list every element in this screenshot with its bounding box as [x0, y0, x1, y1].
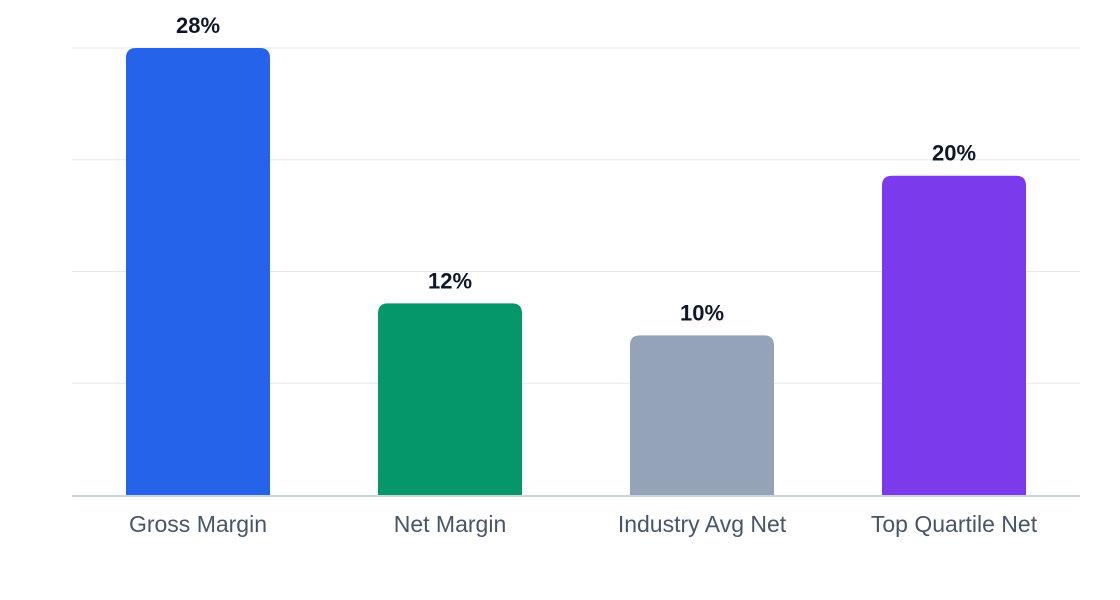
category-labels: Gross Margin Net Margin Industry Avg Net To…	[129, 511, 1038, 537]
category-label-net-margin: Net Margin	[394, 511, 506, 537]
category-label-industry-avg-net: Industry Avg Net	[618, 511, 787, 537]
category-label-gross-margin: Gross Margin	[129, 511, 267, 537]
value-label-gross-margin: 28%	[176, 13, 220, 38]
category-label-top-quartile-net: Top Quartile Net	[871, 511, 1038, 537]
value-label-top-quartile-net: 20%	[932, 141, 976, 166]
bar-gross-margin	[126, 48, 270, 495]
bar-industry-avg-net	[630, 335, 774, 495]
bar-top-quartile-net	[882, 175, 1026, 495]
value-label-industry-avg-net: 10%	[680, 300, 724, 325]
value-labels: 28% 12% 10% 20%	[176, 13, 976, 325]
value-label-net-margin: 12%	[428, 268, 472, 293]
bar-net-margin	[378, 303, 522, 495]
bars	[126, 48, 1026, 495]
